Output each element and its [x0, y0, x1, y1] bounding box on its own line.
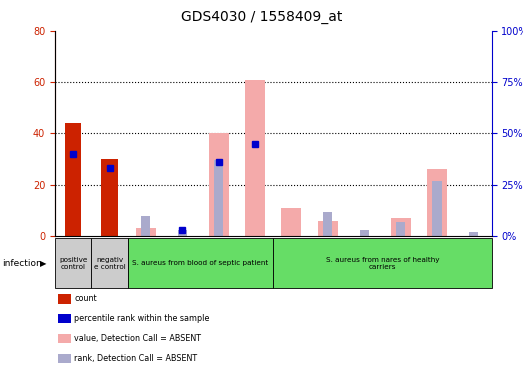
- Bar: [141, 216, 151, 236]
- Text: value, Detection Call = ABSENT: value, Detection Call = ABSENT: [74, 334, 201, 343]
- Bar: [360, 230, 369, 236]
- Text: positive
control: positive control: [59, 257, 87, 270]
- Bar: [209, 133, 229, 236]
- Bar: [391, 218, 411, 236]
- Text: S. aureus from blood of septic patient: S. aureus from blood of septic patient: [132, 260, 269, 266]
- Bar: [245, 79, 265, 236]
- Text: ▶: ▶: [40, 258, 46, 268]
- Bar: [323, 212, 333, 236]
- Text: GDS4030 / 1558409_at: GDS4030 / 1558409_at: [181, 10, 342, 23]
- Bar: [396, 222, 405, 236]
- Bar: [281, 208, 301, 236]
- Bar: [178, 230, 187, 236]
- Bar: [136, 228, 156, 236]
- Bar: [101, 159, 118, 236]
- Text: S. aureus from nares of healthy
carriers: S. aureus from nares of healthy carriers: [326, 257, 439, 270]
- Text: rank, Detection Call = ABSENT: rank, Detection Call = ABSENT: [74, 354, 197, 363]
- Text: infection: infection: [3, 258, 42, 268]
- Text: percentile rank within the sample: percentile rank within the sample: [74, 314, 210, 323]
- Text: negativ
e control: negativ e control: [94, 257, 126, 270]
- Bar: [427, 169, 447, 236]
- Bar: [65, 123, 81, 236]
- Bar: [469, 232, 478, 236]
- Text: count: count: [74, 295, 97, 303]
- Bar: [318, 221, 338, 236]
- Bar: [214, 160, 223, 236]
- Bar: [433, 181, 441, 236]
